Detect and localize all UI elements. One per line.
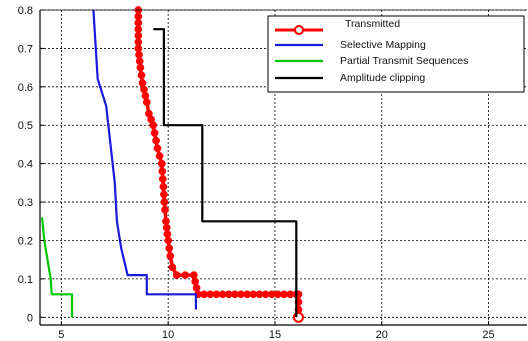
legend-marker bbox=[294, 25, 304, 35]
x-tick-label: 20 bbox=[376, 329, 388, 341]
series-point-0 bbox=[168, 263, 177, 272]
series-point-0 bbox=[159, 182, 168, 191]
x-tick-label: 15 bbox=[269, 329, 281, 341]
x-tick-label: 5 bbox=[58, 329, 64, 341]
y-tick-label: 0.2 bbox=[18, 235, 33, 247]
series-point-0 bbox=[160, 198, 169, 206]
legend-label: Partial Transmit Sequences bbox=[340, 55, 468, 67]
series-point-0 bbox=[162, 217, 170, 226]
series-line-3 bbox=[153, 28, 298, 318]
series-point-0 bbox=[192, 284, 201, 292]
y-tick-label: 0.5 bbox=[18, 120, 33, 132]
legend: Transmitted Selective Mapping Partial Tran… bbox=[267, 15, 525, 93]
series-point-0 bbox=[149, 121, 158, 130]
y-tick-label: 0.1 bbox=[18, 274, 33, 286]
series-point-0 bbox=[165, 244, 174, 253]
series-point-0 bbox=[163, 230, 172, 238]
legend-label: Transmitted bbox=[345, 18, 400, 30]
y-tick-label: 0.7 bbox=[18, 43, 33, 55]
series-point-0 bbox=[162, 223, 171, 232]
series-point-0 bbox=[150, 129, 159, 137]
series-point-0 bbox=[138, 79, 147, 87]
x-tick-label: 25 bbox=[482, 329, 494, 341]
series-point-0 bbox=[134, 12, 143, 21]
series-point-0 bbox=[152, 136, 160, 145]
series-point-0 bbox=[155, 152, 164, 160]
y-tick-label: 0.8 bbox=[18, 5, 33, 17]
axes-layer bbox=[39, 9, 527, 326]
series-point-0 bbox=[189, 271, 198, 279]
series-point-0 bbox=[137, 71, 146, 80]
series-point-0 bbox=[166, 252, 175, 260]
series-point-0 bbox=[134, 25, 143, 34]
y-tick-label: 0.6 bbox=[18, 82, 33, 94]
series-point-0 bbox=[134, 38, 143, 46]
legend-label: Amplitude clipping bbox=[340, 72, 425, 84]
y-tick-label: 0 bbox=[27, 312, 33, 324]
series-point-0 bbox=[161, 205, 169, 214]
series-point-0 bbox=[158, 167, 167, 176]
ticks-layer: 5 10 15 20 25 0 0.1 0.2 0.3 0.4 0.5 0.6 0.7 0.8 bbox=[18, 5, 495, 341]
series-point-0 bbox=[134, 44, 143, 53]
series-point-0 bbox=[136, 63, 145, 72]
series-point-0 bbox=[134, 18, 143, 27]
series-point-0 bbox=[158, 175, 167, 183]
series-point-0 bbox=[191, 277, 200, 286]
x-tick-label: 10 bbox=[162, 329, 174, 341]
series-line-1 bbox=[92, 9, 197, 310]
series-line-2 bbox=[41, 217, 74, 318]
series-point-0 bbox=[160, 190, 168, 199]
legend-label: Selective Mapping bbox=[340, 39, 426, 51]
series-point-0 bbox=[134, 31, 143, 40]
series-layer bbox=[41, 6, 304, 323]
series-point-0 bbox=[135, 57, 144, 66]
series-point-0 bbox=[164, 236, 173, 245]
series-point-0 bbox=[157, 159, 166, 168]
series-point-0 bbox=[141, 91, 150, 100]
series-point-0 bbox=[135, 50, 143, 59]
series-point-0 bbox=[153, 144, 162, 153]
series-point-0 bbox=[142, 98, 151, 107]
series-point-0 bbox=[181, 271, 190, 279]
y-tick-label: 0.3 bbox=[18, 197, 33, 209]
series-point-0 bbox=[172, 271, 181, 279]
y-tick-label: 0.4 bbox=[18, 159, 33, 171]
series-point-0 bbox=[140, 85, 148, 94]
